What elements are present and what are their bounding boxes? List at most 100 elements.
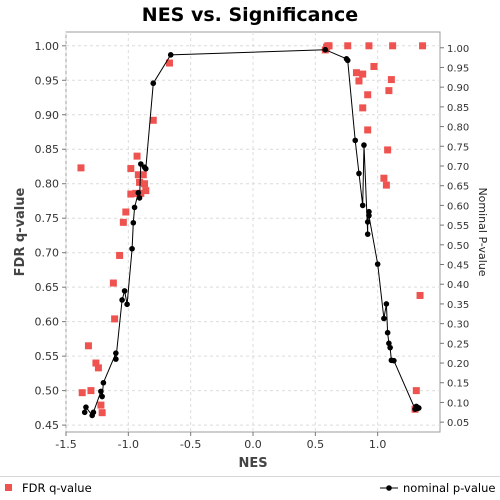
fdr-point [412,387,420,395]
y-tick-label: 0.80 [35,178,60,191]
y-tick-label: 0.75 [35,212,60,225]
fdr-point [77,164,85,172]
fdr-point [384,146,392,154]
legend-fdr-label: FDR q-value [22,481,92,495]
y-tick-label: 0.90 [35,109,60,122]
x-axis-title: NES [238,456,267,471]
fdr-point [134,171,142,179]
fdr-point [165,59,173,67]
fdr-point [380,174,388,182]
pval-point [99,393,105,400]
y-tick-label: 0.45 [35,419,60,432]
pval-point [124,301,130,308]
y2-tick-label: 0.75 [447,142,469,153]
pval-point [416,405,422,411]
pval-point [98,388,104,395]
fdr-point [127,165,135,173]
fdr-point [355,77,363,85]
fdr-point [389,42,397,50]
fdr-point [116,251,124,259]
fdr-point [111,315,119,323]
y-tick-label: 0.70 [35,247,60,260]
axes: -1.5 -1.0 -0.5 0.0 0.5 1.0 0.45 0.50 0.55 0.60 0.6… [35,40,470,451]
x-tick-label: 0.5 [307,438,325,451]
fdr-point [416,291,424,299]
fdr-point [364,126,372,134]
pval-point [83,404,89,410]
pval-point [121,288,128,294]
pval-point [384,329,391,336]
fdr-point [419,42,427,50]
pval-point [344,57,351,64]
fdr-point [98,409,106,417]
fdr-point [387,76,395,84]
pval-point [167,52,174,58]
fdr-point [122,208,130,216]
fdr-point [359,104,367,112]
fdr-point [127,190,135,198]
fdr-point [84,342,92,350]
pval-point [129,245,135,252]
chart-title: NES vs. Significance [142,4,358,26]
fdr-point [87,387,95,395]
pval-point [138,161,144,167]
pval-point [81,409,88,416]
pval-point [364,219,371,225]
pval-point [356,170,362,177]
y-tick-label: 1.00 [35,40,60,53]
y-tick-label: 0.50 [35,385,60,398]
y2-tick-label: 0.70 [447,162,469,173]
fdr-point [94,364,102,372]
pval-point [135,189,142,196]
fdr-point [149,116,157,124]
pval-point [381,315,387,322]
pval-point [119,297,125,303]
pval-point [364,231,371,237]
legend: FDR q-value nominal p-value [5,481,495,495]
pval-point [374,261,381,267]
y2-tick-label: 0.85 [447,103,469,114]
pval-point [142,165,149,172]
pval-point [322,46,329,53]
pval-point [387,344,393,351]
pval-point [366,212,372,219]
y2-tick-label: 0.35 [447,300,469,311]
y-tick-label: 0.60 [35,316,60,329]
fdr-point [385,87,393,95]
y-tick-label: 0.95 [35,74,60,87]
pval-point [100,379,107,386]
fdr-point [133,152,141,160]
y2-axis-title: Nominal P-value [476,187,489,276]
fdr-point [344,42,352,50]
pval-point [113,350,119,356]
pval-point [386,340,392,347]
fdr-point [141,180,149,188]
y2-tick-label: 0.60 [447,201,469,212]
fdr-point [97,401,105,409]
pval-point [383,301,390,307]
fdr-point [352,69,360,77]
y2-tick-label: 0.10 [447,398,469,409]
y2-tick-label: 0.20 [447,359,469,370]
y2-tick-label: 0.95 [447,63,469,74]
pval-point [130,219,137,226]
pval-point [113,356,119,362]
pval-point [131,204,138,211]
y2-tick-label: 0.05 [447,418,469,429]
fdr-point [92,359,100,367]
legend-pval-marker [386,485,392,491]
x-tick-label: 1.0 [369,438,387,451]
y2-tick-label: 0.65 [447,182,469,193]
y-tick-label: 0.55 [35,350,60,363]
fdr-point [382,181,390,189]
y2-tick-label: 0.15 [447,379,469,390]
pval-point [150,80,157,87]
fdr-point [139,171,147,179]
fdr-point [370,62,378,70]
y2-tick-label: 0.40 [447,280,469,291]
pval-point [366,208,372,215]
y-tick-label: 0.65 [35,281,60,294]
x-tick-label: -1.0 [118,438,139,451]
fdr-point [78,389,86,397]
fdr-point [325,42,333,50]
